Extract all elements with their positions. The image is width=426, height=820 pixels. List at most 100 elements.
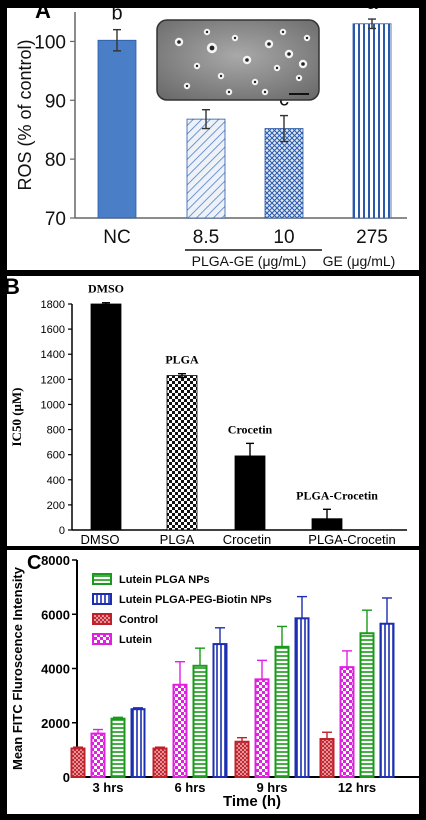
legend-swatch: [92, 613, 112, 625]
y-tick-label: 8000: [41, 553, 70, 568]
particle-core: [219, 74, 223, 78]
particle-core: [195, 64, 199, 68]
x-tick-label: 6 hrs: [174, 780, 205, 795]
y-tick-label: 0: [59, 525, 65, 537]
legend-swatch: [92, 593, 112, 605]
particle-core: [253, 80, 257, 84]
bar: [152, 747, 168, 779]
y-tick-label: 1000: [41, 399, 65, 411]
significance-label: a: [366, 8, 378, 14]
particle-core: [245, 58, 249, 62]
bar: [264, 128, 304, 219]
legend-label: Control: [119, 614, 158, 626]
y-tick-label: 100: [34, 32, 66, 53]
particle-core: [209, 45, 215, 51]
bar-label: PLGA: [165, 353, 199, 367]
chart-c: 0 2000 4000 6000 8000 Mean FITC Fluroscence I…: [10, 553, 419, 810]
x-tick-label: 3 hrs: [92, 780, 123, 795]
bar: [70, 747, 86, 779]
y-tick-label: 600: [47, 450, 65, 462]
error-bar: [133, 707, 143, 710]
y-tick-label: 6000: [41, 607, 70, 622]
y-tick-label: 0: [63, 770, 70, 785]
particle-core: [227, 90, 231, 94]
y-tick-label: 90: [45, 91, 66, 112]
error-bar: [342, 650, 352, 668]
x-tick-label: Crocetin: [223, 532, 271, 546]
bar: [90, 732, 106, 779]
inset-frame: [156, 19, 320, 101]
bar: [212, 643, 228, 779]
particle-core: [301, 62, 305, 66]
bar: [110, 717, 126, 778]
particle-core: [275, 66, 279, 70]
error-bar: [155, 746, 165, 750]
error-bar: [93, 728, 103, 735]
bar-label: PLGA-Crocetin: [296, 488, 378, 502]
error-bar: [280, 114, 288, 143]
error-bar: [246, 442, 254, 470]
panel-c: C 0 2000 4000 6000 8000 Mean FITC Fluroscence…: [7, 550, 419, 814]
bar: [192, 664, 208, 778]
particle-core: [267, 42, 271, 46]
x-tick-label: 10: [273, 227, 294, 248]
particle-core: [287, 52, 291, 56]
legend: Lutein PLGA NPs Lutein PLGA-PEG-Biotin NP…: [92, 573, 272, 646]
legend-swatch: [92, 633, 112, 645]
y-axis-title: ROS (% of control): [15, 39, 35, 190]
y-tick-label: 800: [47, 425, 65, 437]
y-tick-label: 1200: [41, 374, 65, 386]
x-tick-label: 12 hrs: [338, 780, 376, 795]
particle-core: [205, 30, 209, 34]
bar: [379, 622, 395, 779]
bar: [97, 39, 137, 219]
y-tick-label: 4000: [41, 662, 70, 677]
bar: [234, 740, 250, 779]
particle-core: [185, 84, 189, 88]
particle-core: [177, 40, 181, 44]
error-bar: [215, 627, 225, 645]
x-axis-title: Time (h): [223, 793, 281, 810]
bar: [186, 118, 226, 219]
bar: [254, 678, 270, 779]
error-bar: [257, 659, 267, 681]
panel-a-label: A: [35, 0, 51, 23]
bar: [90, 303, 122, 531]
error-bar: [322, 731, 332, 740]
particle-core: [281, 30, 285, 34]
significance-label: b: [111, 8, 122, 25]
error-bar: [323, 508, 331, 529]
error-bar: [277, 625, 287, 648]
bar: [130, 708, 146, 778]
x-tick-label: 275: [356, 227, 388, 248]
x-tick-label: DMSO: [81, 532, 120, 546]
bar-label: Crocetin: [228, 422, 273, 436]
error-bar: [362, 609, 372, 634]
particle-core: [233, 36, 237, 40]
group-label: GE (μg/mL): [323, 253, 396, 269]
x-tick-label: 9 hrs: [256, 780, 287, 795]
bar: [319, 738, 335, 778]
x-tick-label: PLGA-Crocetin: [308, 532, 395, 546]
y-tick-label: 400: [47, 475, 65, 487]
bar-label: DMSO: [88, 282, 124, 296]
x-tick-label: PLGA: [160, 532, 195, 546]
legend-label: Lutein PLGA NPs: [119, 574, 210, 586]
y-tick-label: 1600: [41, 324, 65, 336]
group-label: PLGA-GE (μg/mL): [192, 253, 307, 269]
bar: [359, 632, 375, 778]
y-tick-label: 80: [45, 150, 66, 171]
particle-core: [305, 36, 309, 40]
error-bar: [237, 736, 247, 743]
bar: [172, 683, 188, 778]
y-axis-title: Mean FITC Fluroscence Intensity: [10, 566, 25, 770]
error-bar: [113, 716, 123, 720]
error-bar: [178, 372, 186, 379]
bar: [352, 23, 392, 219]
y-tick-label: 1400: [41, 349, 65, 361]
bar: [294, 617, 310, 778]
particle-core: [263, 90, 267, 94]
error-bar: [382, 597, 392, 625]
